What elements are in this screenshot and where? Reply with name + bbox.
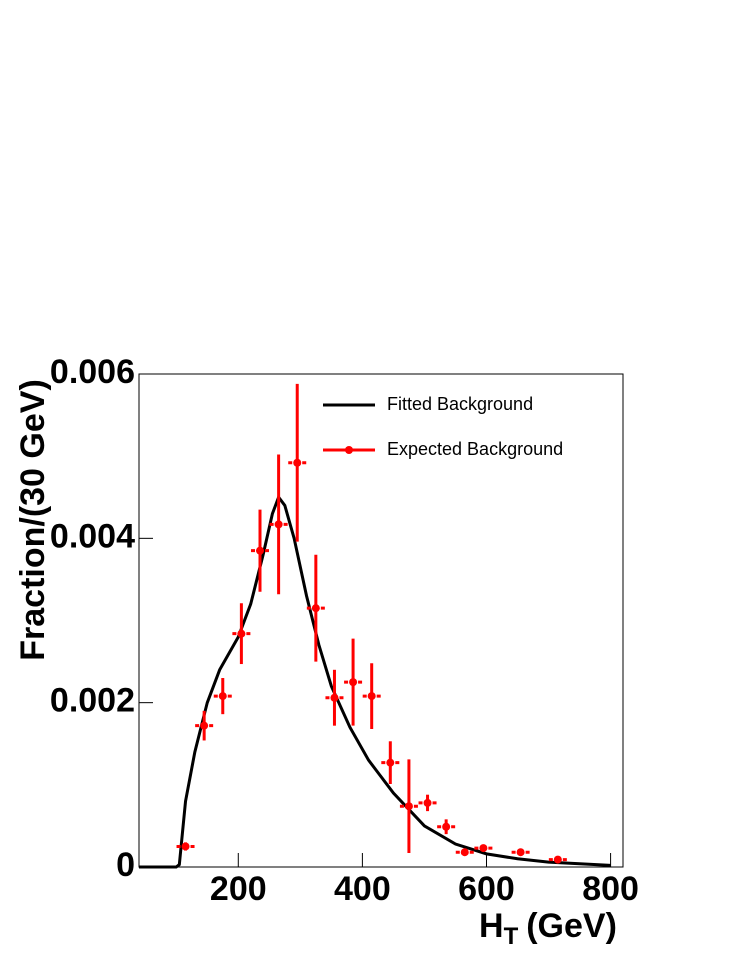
- x-tick-label: 600: [458, 870, 515, 908]
- legend-label: Expected Background: [387, 439, 563, 459]
- data-point: [256, 546, 264, 555]
- y-tick-label: 0.006: [50, 353, 135, 391]
- y-axis-label: Fraction/(30 GeV): [14, 379, 52, 661]
- data-point: [330, 693, 339, 702]
- data-point: [423, 798, 432, 807]
- data-point: [293, 458, 302, 467]
- fit-line: [139, 494, 611, 869]
- legend-label: Fitted Background: [387, 394, 533, 414]
- y-tick-label: 0.004: [50, 517, 135, 555]
- y-tick-label: 0: [116, 846, 135, 884]
- data-point: [367, 692, 376, 701]
- data-point: [553, 855, 562, 864]
- data-point: [349, 678, 358, 687]
- data-point: [181, 842, 190, 851]
- data-point: [386, 758, 395, 767]
- x-axis-label-rest: (GeV): [526, 907, 617, 945]
- x-axis-label-main: H: [479, 907, 504, 945]
- y-tick-label: 0.002: [50, 682, 135, 720]
- x-tick-label: 800: [582, 870, 639, 908]
- plot-frame: [138, 373, 624, 868]
- data-point: [460, 848, 469, 857]
- data-point: [442, 822, 451, 831]
- x-tick-label: 200: [210, 870, 267, 908]
- data-point: [479, 844, 488, 853]
- data-point: [274, 520, 283, 529]
- data-point: [516, 848, 525, 857]
- data-point: [218, 692, 227, 701]
- x-axis-label-sub: T: [504, 923, 519, 950]
- legend-marker: [345, 446, 353, 454]
- data-point: [200, 721, 209, 730]
- data-point: [311, 604, 320, 613]
- x-axis-label: HT (GeV): [479, 907, 617, 950]
- data-point: [404, 802, 413, 811]
- data-point: [237, 629, 246, 638]
- x-tick-label: 400: [334, 870, 391, 908]
